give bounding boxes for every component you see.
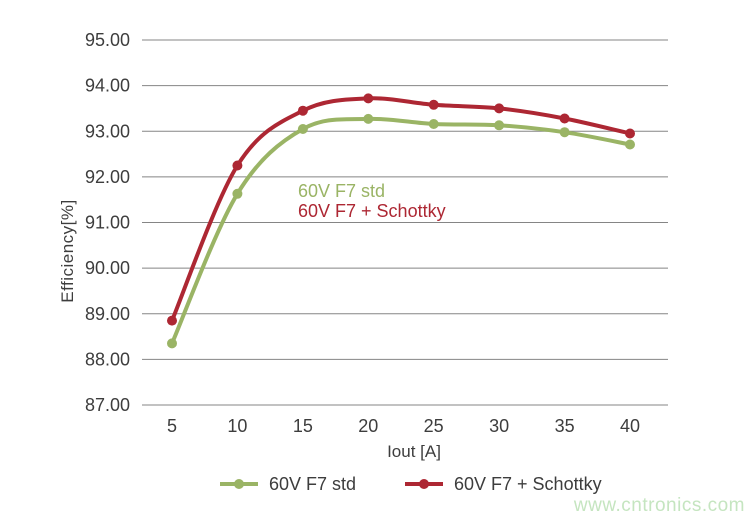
x-axis-title: Iout [A] (387, 442, 441, 461)
legend: 60V F7 std 60V F7 + Schottky (0, 471, 756, 497)
legend-item-schottky: 60V F7 + Schottky (404, 471, 602, 497)
x-tick-label: 35 (555, 416, 575, 436)
data-point-60v-f7-std (363, 113, 374, 124)
data-point-60v-f7-schottky (232, 160, 243, 171)
legend-marker-std-icon (220, 479, 258, 489)
y-tick-label: 91.00 (85, 213, 130, 233)
data-point-60v-f7-std (625, 139, 635, 150)
x-tick-label: 10 (227, 416, 247, 436)
data-point-60v-f7-schottky (494, 103, 505, 114)
annotation-series-std: 60V F7 std (298, 181, 386, 201)
y-tick-label: 90.00 (85, 258, 130, 278)
data-point-60v-f7-std (428, 119, 439, 129)
y-tick-label: 93.00 (85, 121, 130, 141)
y-tick-label: 95.00 (85, 30, 130, 50)
y-tick-label: 94.00 (85, 76, 130, 96)
x-tick-label: 25 (424, 416, 444, 436)
in-plot-series-labels: 60V F7 std 60V F7 + Schottky (298, 181, 446, 221)
legend-label-schottky: 60V F7 + Schottky (454, 473, 602, 494)
y-tick-label: 87.00 (85, 395, 130, 415)
x-tick-label: 20 (358, 416, 378, 436)
data-point-60v-f7-std (232, 188, 243, 199)
data-point-60v-f7-schottky (297, 105, 308, 116)
x-tick-label: 15 (293, 416, 313, 436)
data-point-60v-f7-std (559, 127, 570, 138)
data-point-60v-f7-std (297, 124, 308, 134)
series-line-60v-f7-schottky (170, 96, 632, 323)
y-tick-label: 88.00 (85, 349, 130, 369)
x-tick-label: 5 (167, 416, 177, 436)
data-point-60v-f7-std (494, 120, 505, 131)
legend-label-std: 60V F7 std (269, 473, 357, 494)
series-line-60v-f7-std (170, 116, 632, 346)
legend-marker-schottky-icon (405, 479, 443, 489)
data-point-60v-f7-schottky (167, 315, 177, 326)
watermark: www.cntronics.com (573, 495, 745, 516)
y-tick-label: 89.00 (85, 304, 130, 324)
legend-item-std: 60V F7 std (219, 471, 356, 497)
annotation-series-schottky: 60V F7 + Schottky (298, 201, 446, 221)
data-point-60v-f7-schottky (363, 93, 374, 104)
data-point-60v-f7-schottky (428, 99, 439, 110)
data-point-60v-f7-schottky (625, 128, 635, 139)
y-axis-title: Efficiency[%] (58, 199, 77, 303)
x-tick-label: 30 (489, 416, 509, 436)
x-tick-label: 40 (620, 416, 640, 436)
data-point-60v-f7-std (167, 338, 177, 349)
y-tick-label: 92.00 (85, 167, 130, 187)
data-point-60v-f7-schottky (559, 113, 570, 124)
